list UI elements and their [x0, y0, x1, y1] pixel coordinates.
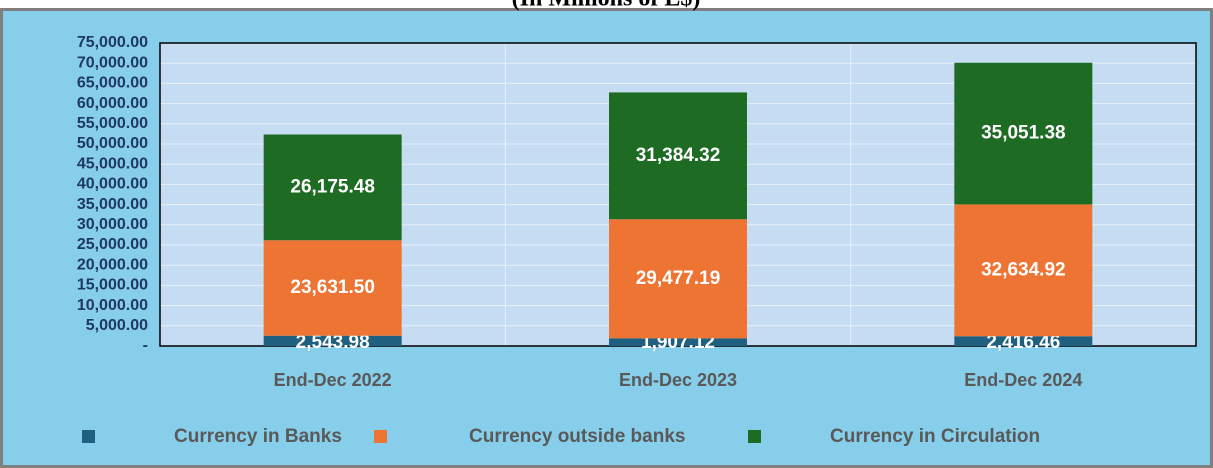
y-tick-label: 15,000.00 [77, 277, 148, 294]
y-tick-label: 65,000.00 [77, 75, 148, 92]
y-tick-label: 75,000.00 [77, 34, 148, 51]
y-tick-label: 45,000.00 [77, 155, 148, 172]
legend-marker [82, 430, 95, 443]
value-label: 2,416.46 [986, 332, 1060, 353]
legend-marker [748, 430, 761, 443]
bar-segment [609, 92, 747, 220]
bar-segment [263, 240, 402, 336]
value-label: 35,051.38 [981, 123, 1066, 144]
bar-segment [609, 338, 747, 346]
bar-segment [263, 335, 402, 346]
bar-segment [954, 204, 1093, 337]
legend-label: Currency outside banks [469, 426, 685, 447]
y-tick-label: 40,000.00 [77, 176, 148, 193]
y-tick-label: 55,000.00 [77, 115, 148, 132]
y-tick-label: 35,000.00 [77, 196, 148, 213]
legend-label: Currency in Banks [174, 426, 342, 447]
y-tick-label: 30,000.00 [77, 216, 148, 233]
value-label: 23,631.50 [290, 277, 375, 298]
bar-segment [263, 134, 402, 241]
value-label: 2,543.98 [296, 332, 370, 353]
y-tick-label: 5,000.00 [86, 317, 148, 334]
y-tick-label: 10,000.00 [77, 297, 148, 314]
value-label: 32,634.92 [981, 259, 1066, 280]
legend-label: Currency in Circulation [830, 426, 1040, 447]
x-tick-label: End-Dec 2022 [274, 370, 392, 390]
y-tick-label: 20,000.00 [77, 256, 148, 273]
x-tick-label: End-Dec 2024 [964, 370, 1082, 390]
x-tick-label: End-Dec 2023 [619, 370, 737, 390]
legend-marker [374, 430, 387, 443]
y-tick-label: 70,000.00 [77, 54, 148, 71]
y-tick-label: 25,000.00 [77, 236, 148, 253]
chart-title: (In Millions of L$) [512, 0, 701, 12]
bar-segment [954, 62, 1093, 205]
y-tick-label: - [143, 337, 148, 354]
value-label: 29,477.19 [636, 268, 721, 289]
value-label: 31,384.32 [636, 145, 721, 166]
y-tick-label: 50,000.00 [77, 135, 148, 152]
bar-segment [609, 219, 747, 339]
bar-segment [954, 336, 1093, 346]
y-tick-label: 60,000.00 [77, 95, 148, 112]
value-label: 26,175.48 [290, 176, 375, 197]
